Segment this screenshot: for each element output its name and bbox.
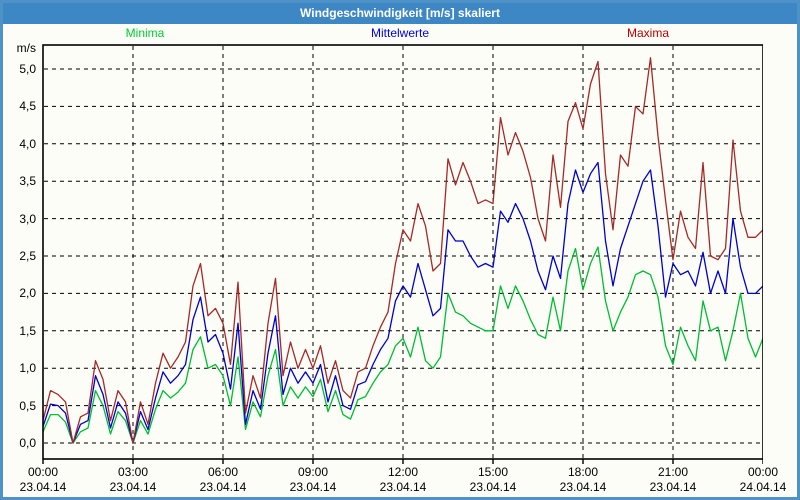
- legend-item-maxima: Maxima: [626, 26, 669, 40]
- x-axis-time-label: 06:00: [207, 465, 239, 479]
- y-axis-tick-label: 0,0: [19, 436, 36, 450]
- x-axis-time-label: 21:00: [657, 465, 689, 479]
- x-axis-time-label: 00:00: [27, 465, 59, 479]
- wind-speed-chart: [42, 44, 763, 464]
- y-axis-unit-label: m/s: [16, 41, 36, 55]
- chart-legend: Minima Mittelwerte Maxima: [3, 25, 797, 42]
- x-axis-time-label: 00:00: [747, 465, 779, 479]
- y-axis-tick-label: 5,0: [19, 62, 36, 76]
- plot-border: [42, 44, 763, 460]
- y-axis-tick-label: 4,5: [19, 99, 36, 114]
- chart-area: m/s 0,0 0,5 1,0 1,5 2,0 2,5 3,0 3,5 4,0 4,5 5,0 00:…: [3, 3, 797, 497]
- x-axis-date-label: 23.04.14: [649, 480, 697, 494]
- x-axis-date-label: 23.04.14: [559, 480, 607, 494]
- x-axis-date-label: 23.04.14: [19, 480, 67, 494]
- y-axis-tick-label: 3,5: [19, 174, 36, 189]
- chart-title: Windgeschwindigkeit [m/s] skaliert: [300, 6, 500, 20]
- y-axis-tick-label: 3,0: [19, 211, 36, 226]
- x-axis-date-label: 24.04.14: [739, 480, 787, 494]
- legend-item-mittelwerte: Mittelwerte: [370, 26, 429, 40]
- series-line-minima: [42, 246, 763, 444]
- y-axis-tick-label: 1,5: [19, 323, 36, 338]
- x-axis-date-label: 23.04.14: [199, 480, 247, 494]
- x-axis-date-label: 23.04.14: [289, 480, 337, 494]
- y-axis-tick-label: 2,5: [19, 249, 36, 263]
- x-axis-time-label: 12:00: [387, 465, 419, 479]
- legend-item-minima: Minima: [125, 26, 165, 40]
- x-axis-time-label: 03:00: [117, 465, 149, 479]
- title-bar: Windgeschwindigkeit [m/s] skaliert: [3, 3, 797, 24]
- series-line-maxima: [42, 57, 763, 444]
- y-axis-tick-label: 1,0: [19, 361, 36, 376]
- y-axis-tick-label: 4,0: [19, 136, 36, 151]
- series-line-mittelwerte: [42, 161, 763, 444]
- x-axis-date-label: 23.04.14: [109, 480, 157, 494]
- x-axis-date-label: 23.04.14: [469, 480, 517, 494]
- x-axis-time-label: 18:00: [567, 465, 599, 479]
- x-axis-date-label: 23.04.14: [379, 480, 427, 494]
- x-axis-time-label: 09:00: [297, 465, 329, 479]
- y-axis-tick-label: 2,0: [19, 286, 36, 301]
- x-axis-time-label: 15:00: [477, 465, 509, 479]
- y-axis-tick-label: 0,5: [19, 398, 36, 413]
